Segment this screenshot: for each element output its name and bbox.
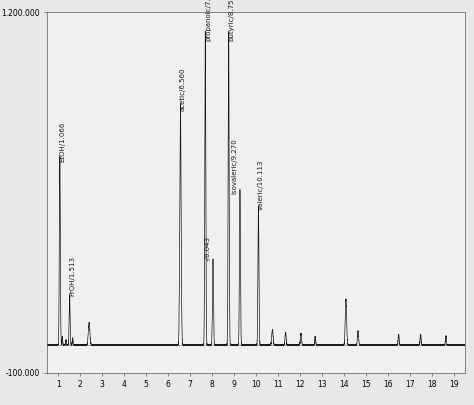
Text: acetic/6.560: acetic/6.560	[180, 67, 186, 111]
Text: -/8.043: -/8.043	[204, 237, 210, 262]
Text: EtOH/1.066: EtOH/1.066	[59, 122, 65, 162]
Text: PrOH/1.513: PrOH/1.513	[69, 256, 75, 296]
Text: butyric/8.756: butyric/8.756	[228, 0, 234, 41]
Text: isovaleric/9.270: isovaleric/9.270	[231, 139, 237, 194]
Text: valeric/10.113: valeric/10.113	[258, 160, 264, 211]
Text: propanoic/7.693: propanoic/7.693	[205, 0, 211, 41]
